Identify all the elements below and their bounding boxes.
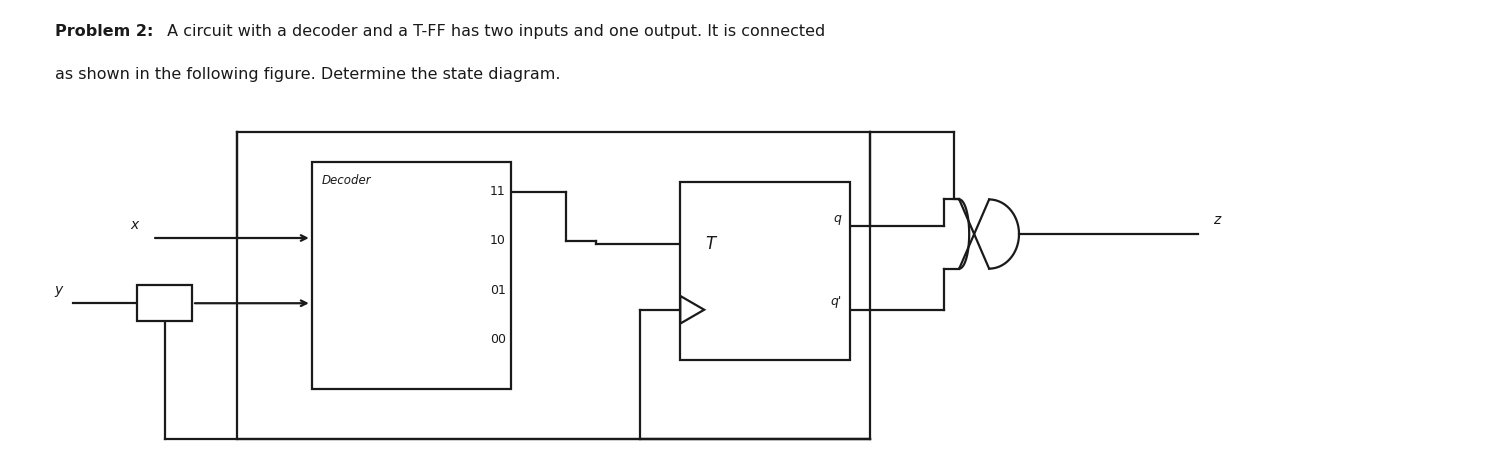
Text: 00: 00 bbox=[490, 333, 506, 347]
Text: Decoder: Decoder bbox=[321, 174, 370, 187]
Text: x: x bbox=[130, 218, 138, 232]
Text: 01: 01 bbox=[490, 284, 506, 297]
Text: 10: 10 bbox=[490, 235, 506, 248]
Text: z: z bbox=[1214, 213, 1221, 227]
Bar bbox=[681, 182, 849, 359]
Text: y: y bbox=[54, 283, 63, 298]
Text: q: q bbox=[834, 212, 842, 225]
Bar bbox=[138, 286, 192, 321]
Text: as shown in the following figure. Determine the state diagram.: as shown in the following figure. Determ… bbox=[54, 67, 560, 82]
Text: A circuit with a decoder and a T-FF has two inputs and one output. It is connect: A circuit with a decoder and a T-FF has … bbox=[162, 23, 825, 39]
Text: T: T bbox=[705, 235, 716, 253]
Text: q': q' bbox=[831, 295, 842, 308]
Text: 11: 11 bbox=[490, 185, 506, 198]
Bar bbox=[312, 162, 512, 389]
Text: Problem 2:: Problem 2: bbox=[54, 23, 153, 39]
